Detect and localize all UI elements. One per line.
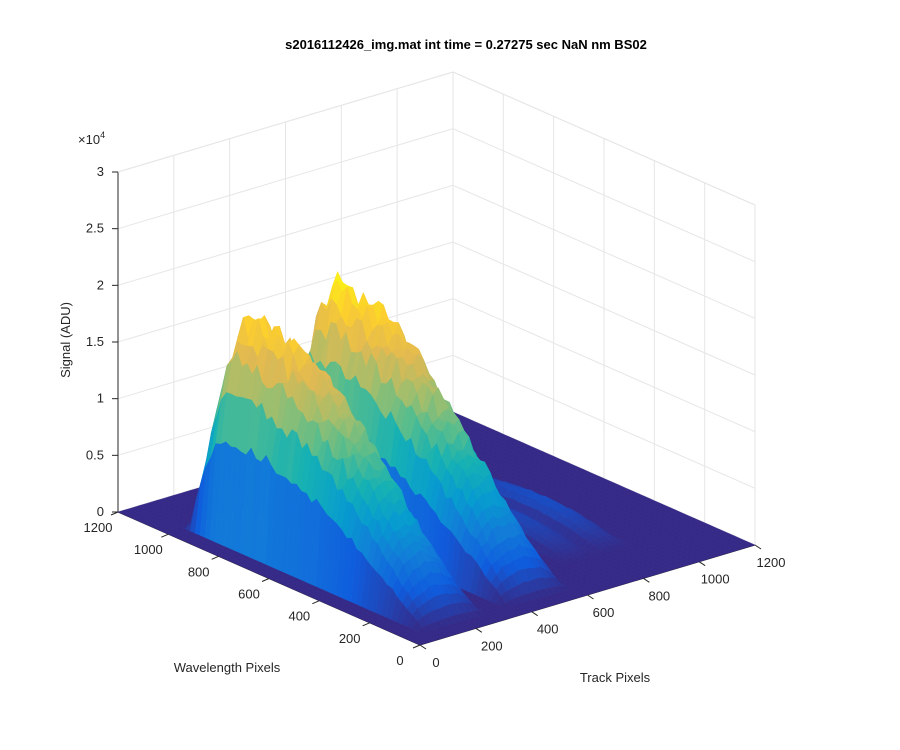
x-tick-mark bbox=[698, 561, 706, 567]
x-tick-label: 600 bbox=[593, 605, 615, 620]
x-tick-mark bbox=[531, 611, 538, 617]
grid-line-z-6 bbox=[117, 71, 756, 206]
z-tick-label: 0 bbox=[97, 504, 104, 519]
y-tick-mark bbox=[161, 533, 169, 538]
y-tick-label: 200 bbox=[339, 631, 361, 646]
chart-title: s2016112426_img.mat int time = 0.27275 s… bbox=[285, 37, 647, 52]
y-tick-mark bbox=[261, 578, 270, 582]
x-tick-label: 0 bbox=[432, 655, 439, 670]
grid-line-z-5 bbox=[117, 128, 756, 263]
surface bbox=[117, 271, 756, 646]
tick-labels: 0200400600800100012000200400600800100012… bbox=[84, 164, 786, 670]
x-tick-label: 400 bbox=[537, 622, 559, 637]
box-edge-0 bbox=[117, 71, 454, 173]
y-tick-mark bbox=[312, 600, 320, 605]
surface-cell bbox=[414, 640, 427, 646]
y-tick-mark bbox=[211, 555, 219, 560]
y-tick-label: 1000 bbox=[134, 542, 163, 557]
y-tick-label: 1200 bbox=[84, 520, 113, 535]
z-tick-label: 0.5 bbox=[86, 447, 104, 462]
z-axis-label: Signal (ADU) bbox=[58, 302, 73, 378]
z-exponent-label: ×104 bbox=[78, 130, 105, 147]
y-tick-label: 600 bbox=[238, 587, 260, 602]
x-tick-label: 1200 bbox=[757, 555, 786, 570]
y-tick-label: 800 bbox=[188, 564, 210, 579]
z-tick-label: 3 bbox=[97, 164, 104, 179]
x-tick-mark bbox=[419, 644, 427, 650]
box-edge-1 bbox=[452, 71, 756, 206]
y-tick-mark bbox=[362, 622, 370, 627]
z-exponent-base: ×10 bbox=[78, 132, 100, 147]
y-axis-label: Wavelength Pixels bbox=[174, 660, 281, 675]
z-tick-label: 1.5 bbox=[86, 334, 104, 349]
x-tick-mark bbox=[587, 594, 594, 600]
x-tick-label: 200 bbox=[481, 638, 503, 653]
x-axis-label: Track Pixels bbox=[580, 670, 651, 685]
y-tick-mark bbox=[412, 644, 421, 649]
x-tick-mark bbox=[643, 577, 650, 583]
y-tick-label: 0 bbox=[396, 653, 403, 668]
z-exponent-power: 4 bbox=[100, 130, 105, 140]
grid-line-z-4 bbox=[117, 184, 756, 319]
x-tick-label: 1000 bbox=[701, 572, 730, 587]
grid-line-z-3 bbox=[117, 241, 756, 376]
x-tick-mark bbox=[475, 627, 483, 633]
y-tick-label: 400 bbox=[288, 609, 310, 624]
x-tick-mark bbox=[754, 544, 762, 550]
x-tick-label: 800 bbox=[648, 588, 670, 603]
z-tick-label: 1 bbox=[97, 391, 104, 406]
z-tick-label: 2.5 bbox=[86, 221, 104, 236]
z-tick-label: 2 bbox=[97, 277, 104, 292]
